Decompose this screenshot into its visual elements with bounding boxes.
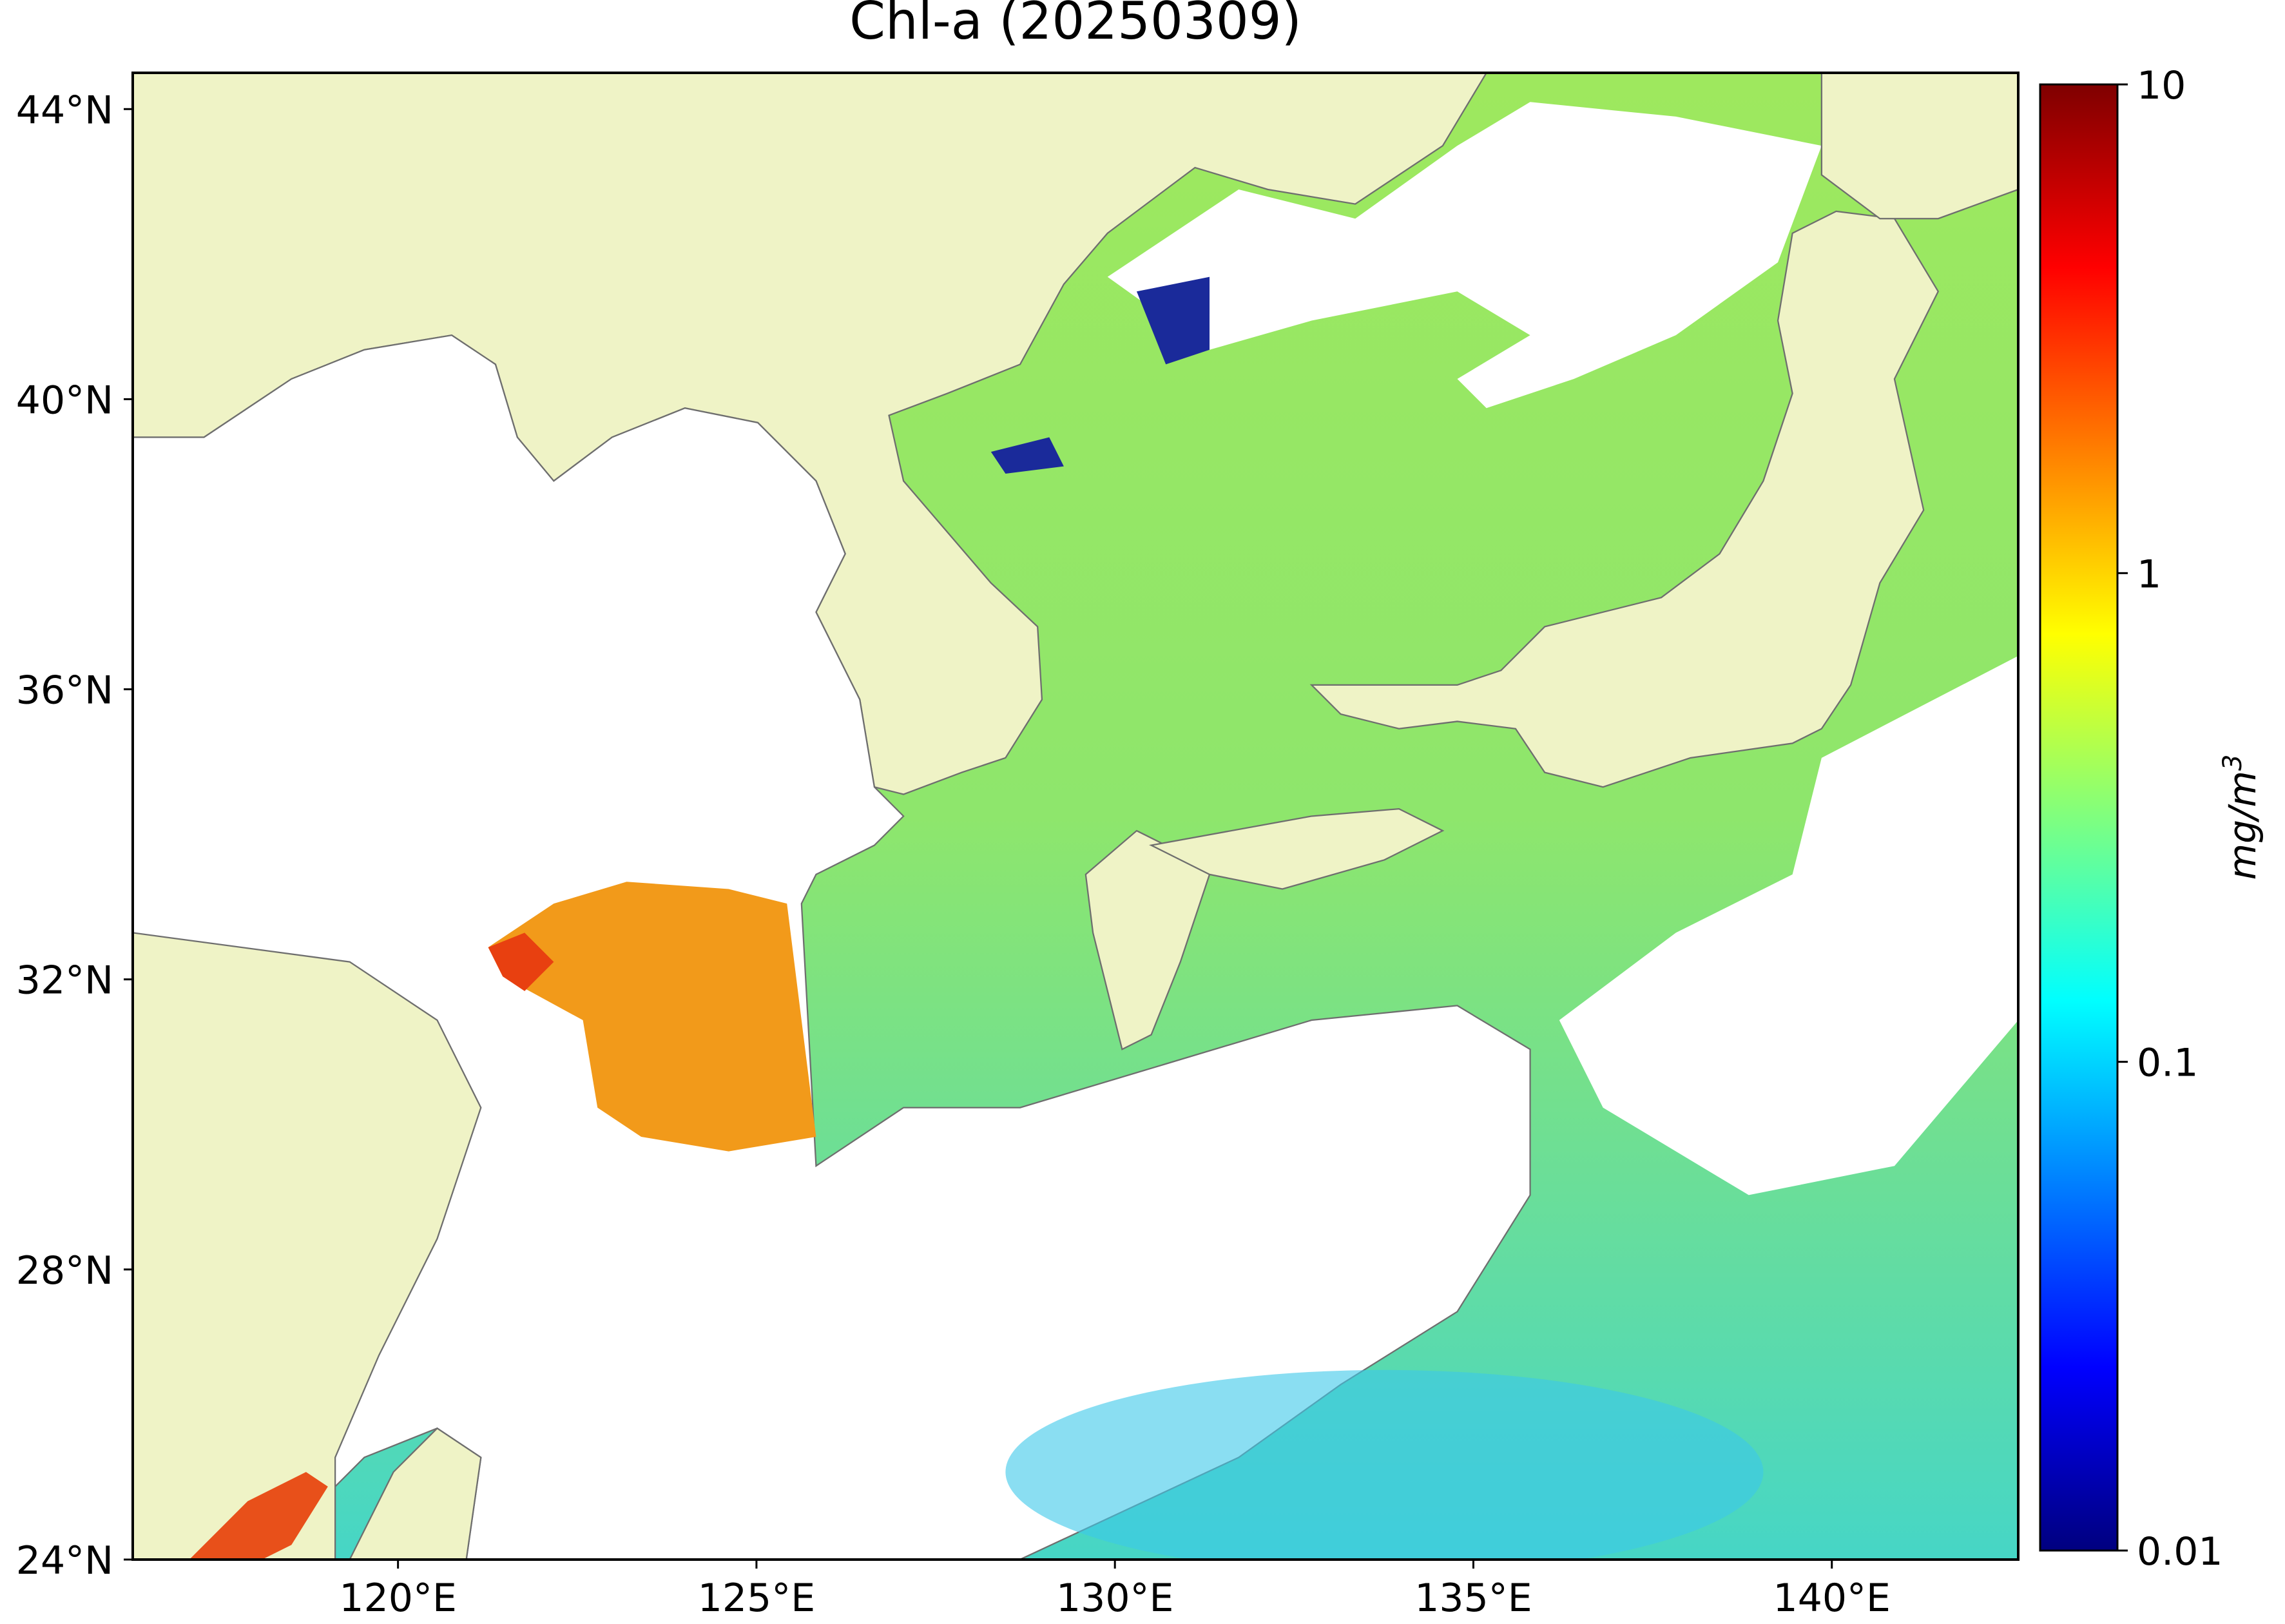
low-chl-patch <box>1136 276 1210 365</box>
cloud-north <box>1107 102 1822 409</box>
yangtze-plume <box>488 882 816 1152</box>
low-chl-patch <box>990 437 1064 474</box>
colorbar-label-sup: 3 <box>2218 755 2248 771</box>
y-tick-label: 32°N <box>16 958 113 1003</box>
honshu <box>1309 210 1940 788</box>
x-tick-label: 120°E <box>339 1576 456 1621</box>
colorbar-tick-label: 0.01 <box>2137 1529 2223 1574</box>
shikoku <box>1149 807 1445 890</box>
x-tick-label: 135°E <box>1414 1576 1532 1621</box>
map-area <box>133 73 2018 1560</box>
low-chl-south <box>1005 1369 1764 1560</box>
plume-tip <box>488 933 554 991</box>
hokkaido <box>1820 73 2018 220</box>
colorbar-tick-label: 1 <box>2137 552 2161 597</box>
y-tick-label: 24°N <box>16 1538 113 1583</box>
y-tick-label: 36°N <box>16 668 113 713</box>
colorbar-label: mg/m3 <box>2218 755 2264 880</box>
colorbar-tick-label: 0.1 <box>2137 1041 2198 1086</box>
geography <box>133 73 2018 1560</box>
x-tick-label: 125°E <box>698 1576 815 1621</box>
x-tick-label: 140°E <box>1773 1576 1891 1621</box>
kyushu <box>1085 829 1211 1050</box>
y-tick-label: 44°N <box>16 88 113 133</box>
cloud-east <box>1559 655 2018 1195</box>
colorbar-tick-label: 10 <box>2137 63 2186 108</box>
x-tick-label: 130°E <box>1056 1576 1173 1621</box>
map-title: Chl-a (20250309) <box>849 0 1302 51</box>
map-frame <box>131 72 2020 1561</box>
colorbar-label-base: mg/m <box>2221 771 2264 880</box>
colorbar <box>2039 83 2119 1552</box>
y-tick-label: 40°N <box>16 378 113 423</box>
coastal-bloom <box>189 1472 328 1560</box>
y-tick-label: 28°N <box>16 1248 113 1293</box>
